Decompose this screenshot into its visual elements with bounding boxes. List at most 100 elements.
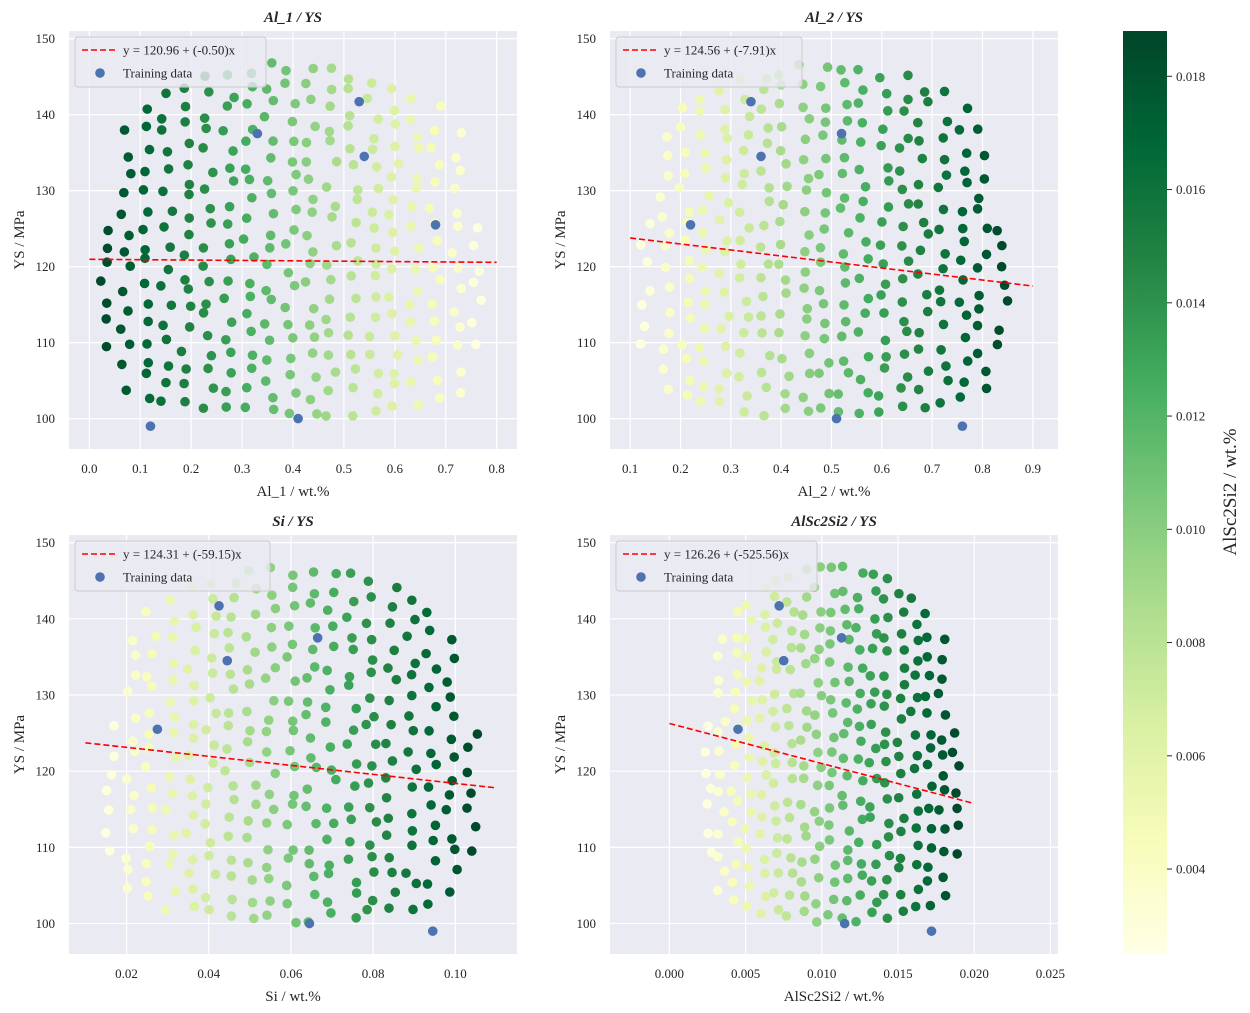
prediction-point bbox=[388, 194, 398, 205]
prediction-point bbox=[677, 102, 688, 113]
prediction-point bbox=[428, 835, 438, 846]
prediction-point bbox=[366, 592, 376, 602]
prediction-point bbox=[870, 614, 880, 624]
prediction-point bbox=[880, 279, 891, 290]
prediction-point bbox=[740, 824, 750, 834]
prediction-point bbox=[913, 269, 923, 279]
prediction-point bbox=[899, 679, 910, 690]
fit-line bbox=[630, 237, 1033, 287]
prediction-point bbox=[866, 876, 877, 886]
prediction-point bbox=[119, 125, 130, 135]
prediction-point bbox=[878, 259, 889, 269]
panel-title: AlSc2Si2 / YS bbox=[790, 514, 877, 530]
prediction-point bbox=[189, 901, 200, 912]
prediction-point bbox=[979, 150, 990, 161]
prediction-point bbox=[727, 816, 737, 827]
prediction-point bbox=[302, 697, 313, 707]
prediction-point bbox=[824, 835, 835, 845]
prediction-point bbox=[321, 803, 332, 814]
prediction-point bbox=[839, 152, 850, 163]
prediction-point bbox=[225, 669, 236, 680]
prediction-point bbox=[760, 868, 770, 879]
prediction-point bbox=[289, 790, 299, 801]
prediction-point bbox=[331, 156, 342, 167]
prediction-point bbox=[852, 704, 863, 714]
prediction-point bbox=[899, 349, 910, 359]
prediction-point bbox=[897, 297, 908, 307]
prediction-point bbox=[244, 679, 255, 689]
prediction-point bbox=[899, 316, 909, 327]
prediction-point bbox=[732, 795, 743, 806]
prediction-point bbox=[895, 889, 906, 900]
prediction-point bbox=[853, 603, 864, 614]
prediction-point bbox=[323, 327, 334, 338]
prediction-point bbox=[247, 897, 258, 908]
prediction-point bbox=[158, 320, 168, 331]
prediction-point bbox=[309, 889, 320, 900]
prediction-point bbox=[762, 138, 773, 149]
prediction-point bbox=[913, 117, 923, 128]
prediction-point bbox=[903, 94, 913, 105]
prediction-point bbox=[361, 618, 372, 629]
prediction-point bbox=[301, 157, 312, 167]
prediction-point bbox=[125, 261, 135, 272]
prediction-point bbox=[364, 331, 375, 342]
prediction-point bbox=[261, 818, 272, 828]
prediction-point bbox=[802, 314, 812, 324]
prediction-point bbox=[100, 828, 111, 838]
training-point bbox=[359, 151, 370, 162]
prediction-point bbox=[383, 663, 393, 673]
prediction-point bbox=[712, 885, 723, 896]
prediction-point bbox=[103, 805, 114, 815]
prediction-point bbox=[972, 263, 983, 273]
prediction-point bbox=[447, 834, 457, 844]
prediction-point bbox=[138, 224, 148, 235]
prediction-point bbox=[187, 791, 198, 801]
prediction-point bbox=[323, 868, 334, 879]
prediction-point bbox=[884, 850, 895, 861]
prediction-point bbox=[959, 236, 970, 247]
prediction-point bbox=[207, 668, 218, 678]
prediction-point bbox=[878, 594, 889, 604]
prediction-point bbox=[744, 733, 754, 743]
prediction-point bbox=[721, 368, 732, 378]
prediction-point bbox=[911, 789, 922, 799]
prediction-point bbox=[268, 404, 279, 415]
prediction-point bbox=[905, 706, 916, 717]
prediction-point bbox=[345, 568, 356, 579]
prediction-point bbox=[241, 382, 252, 393]
prediction-point bbox=[142, 104, 153, 114]
prediction-point bbox=[854, 645, 865, 655]
prediction-point bbox=[367, 895, 378, 906]
prediction-point bbox=[854, 721, 865, 732]
prediction-point bbox=[775, 145, 786, 156]
prediction-point bbox=[444, 887, 455, 897]
prediction-point bbox=[865, 812, 875, 822]
prediction-point bbox=[188, 810, 199, 820]
prediction-point bbox=[896, 714, 907, 724]
prediction-point bbox=[777, 353, 787, 364]
prediction-point bbox=[426, 142, 436, 153]
prediction-point bbox=[830, 860, 841, 871]
prediction-point bbox=[203, 363, 213, 374]
prediction-point bbox=[445, 692, 456, 702]
prediction-point bbox=[476, 295, 486, 306]
prediction-point bbox=[141, 858, 152, 869]
prediction-point bbox=[684, 273, 695, 284]
prediction-point bbox=[363, 778, 374, 788]
prediction-point bbox=[188, 884, 198, 894]
prediction-point bbox=[284, 621, 294, 631]
prediction-point bbox=[390, 119, 401, 129]
training-point bbox=[756, 151, 766, 162]
prediction-point bbox=[246, 326, 256, 337]
prediction-point bbox=[1002, 296, 1013, 306]
prediction-point bbox=[204, 904, 214, 915]
prediction-point bbox=[325, 101, 335, 112]
prediction-point bbox=[769, 591, 780, 602]
prediction-point bbox=[922, 708, 932, 718]
prediction-point bbox=[224, 643, 235, 653]
prediction-point bbox=[189, 680, 199, 691]
prediction-point bbox=[147, 803, 158, 813]
prediction-point bbox=[883, 176, 894, 186]
prediction-point bbox=[821, 153, 831, 164]
